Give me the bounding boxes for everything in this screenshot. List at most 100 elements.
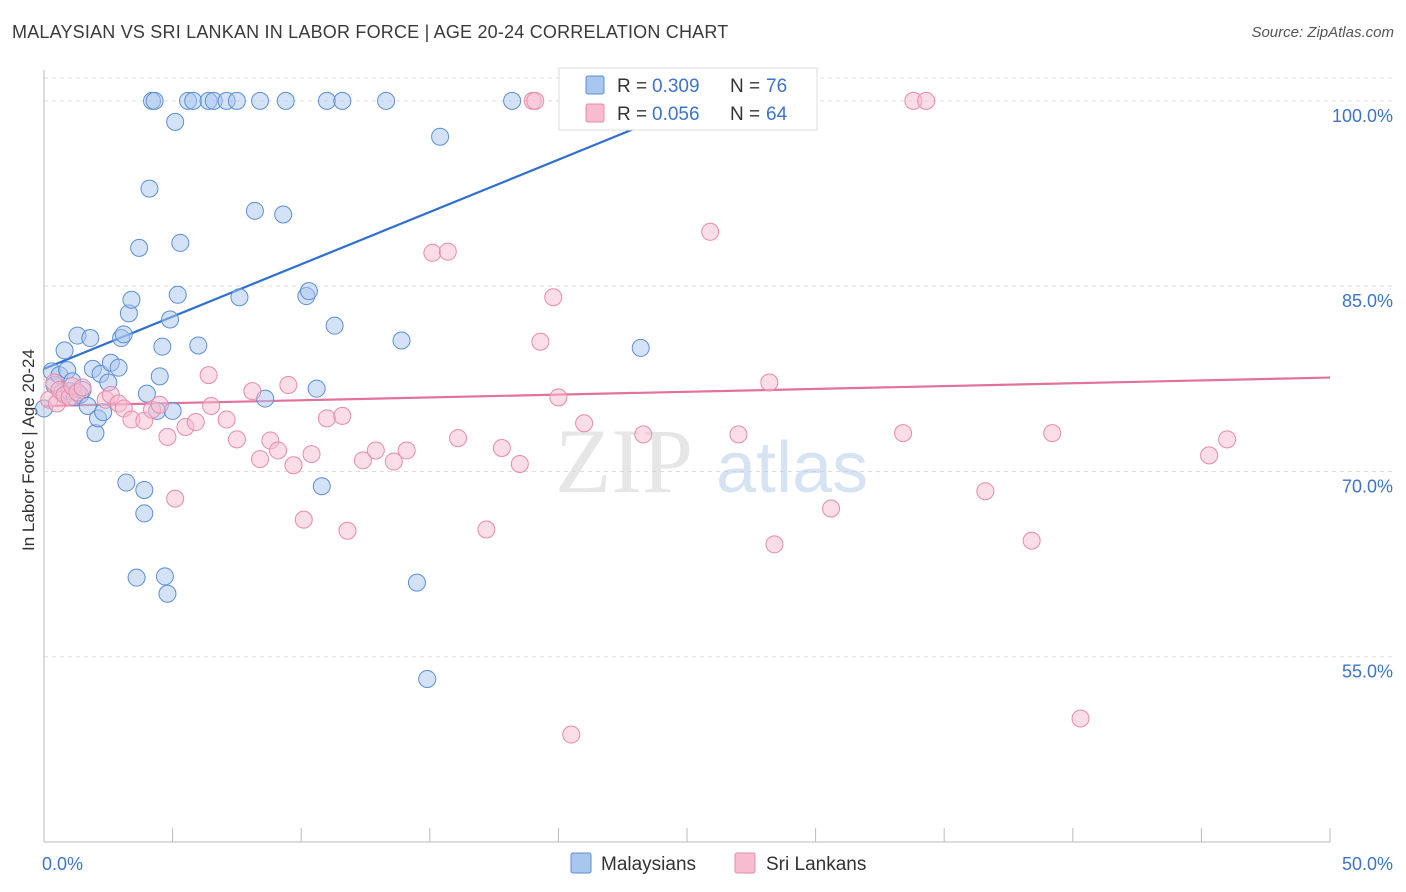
point-srilankans xyxy=(492,438,511,457)
point-malaysians xyxy=(503,91,522,110)
point-srilankans xyxy=(760,373,779,392)
point-srilankans xyxy=(150,395,169,414)
point-srilankans xyxy=(765,535,784,554)
legend-n-label: N = xyxy=(730,104,760,125)
point-srilankans xyxy=(562,725,581,744)
x-tick-label: 50.0% xyxy=(1342,854,1393,874)
point-srilankans xyxy=(384,452,403,471)
y-tick-label: 85.0% xyxy=(1342,291,1393,311)
point-srilankans xyxy=(338,521,357,540)
point-malaysians xyxy=(130,238,149,257)
point-srilankans xyxy=(333,406,352,425)
x-tick-labels: 0.0% 50.0% xyxy=(42,854,1393,874)
point-srilankans xyxy=(510,455,529,474)
point-malaysians xyxy=(122,290,141,309)
point-srilankans xyxy=(1022,531,1041,550)
point-srilankans xyxy=(73,378,92,397)
point-srilankans xyxy=(894,424,913,443)
point-srilankans xyxy=(544,288,563,307)
trend-lines xyxy=(43,101,1331,408)
series-malaysians xyxy=(35,91,686,688)
legend-r-value-malaysians: 0.309 xyxy=(652,76,700,97)
point-malaysians xyxy=(333,91,352,110)
point-srilankans xyxy=(243,382,262,401)
point-srilankans xyxy=(227,430,246,449)
point-malaysians xyxy=(230,288,249,307)
point-malaysians xyxy=(307,379,326,398)
chart-title: MALAYSIAN VS SRI LANKAN IN LABOR FORCE |… xyxy=(12,22,729,42)
point-malaysians xyxy=(168,285,187,304)
point-srilankans xyxy=(1043,424,1062,443)
point-malaysians xyxy=(377,91,396,110)
point-malaysians xyxy=(81,329,100,348)
point-malaysians xyxy=(114,325,133,344)
point-malaysians xyxy=(127,568,146,587)
point-malaysians xyxy=(171,233,190,252)
bottom-legend-swatch-srilankans xyxy=(734,852,756,874)
point-malaysians xyxy=(137,384,156,403)
point-malaysians xyxy=(251,91,270,110)
point-malaysians xyxy=(392,331,411,350)
trend-line-srilankans xyxy=(43,376,1331,408)
point-malaysians xyxy=(317,91,336,110)
point-malaysians xyxy=(166,112,185,131)
point-srilankans xyxy=(202,396,221,415)
point-malaysians xyxy=(274,205,293,224)
point-malaysians xyxy=(155,567,174,586)
point-malaysians xyxy=(153,337,172,356)
point-srilankans xyxy=(575,414,594,433)
trend-line-malaysians xyxy=(43,101,701,370)
point-malaysians xyxy=(150,367,169,386)
point-malaysians xyxy=(189,336,208,355)
point-srilankans xyxy=(158,427,177,446)
point-malaysians xyxy=(418,669,437,688)
point-srilankans xyxy=(397,441,416,460)
y-tick-label: 70.0% xyxy=(1342,476,1393,496)
point-srilankans xyxy=(269,441,288,460)
source-credit: Source: ZipAtlas.com xyxy=(1251,24,1394,41)
point-srilankans xyxy=(634,425,653,444)
point-malaysians xyxy=(86,424,105,443)
legend-n-value-malaysians: 76 xyxy=(766,76,787,97)
watermark: ZIP atlas xyxy=(555,410,868,512)
data-points xyxy=(35,91,1237,744)
point-malaysians xyxy=(78,396,97,415)
point-srilankans xyxy=(423,243,442,262)
point-srilankans xyxy=(917,91,936,110)
y-tick-labels: 55.0% 70.0% 85.0% 100.0% xyxy=(1332,106,1393,682)
point-srilankans xyxy=(976,482,995,501)
point-malaysians xyxy=(276,91,295,110)
point-malaysians xyxy=(55,341,74,360)
point-malaysians xyxy=(158,584,177,603)
point-malaysians xyxy=(431,127,450,146)
point-malaysians xyxy=(161,310,180,329)
point-srilankans xyxy=(1200,446,1219,465)
point-srilankans xyxy=(449,429,468,448)
point-malaysians xyxy=(325,316,344,335)
point-srilankans xyxy=(353,451,372,470)
legend-n-label: N = xyxy=(730,76,760,97)
point-srilankans xyxy=(317,409,336,428)
point-malaysians xyxy=(140,179,159,198)
point-malaysians xyxy=(135,504,154,523)
point-srilankans xyxy=(526,91,545,110)
point-srilankans xyxy=(822,499,841,518)
legend-r-value-srilankans: 0.056 xyxy=(652,104,700,125)
legend-r-label: R = xyxy=(617,76,647,97)
point-srilankans xyxy=(531,332,550,351)
point-srilankans xyxy=(1218,430,1237,449)
point-malaysians xyxy=(245,201,264,220)
point-malaysians xyxy=(145,91,164,110)
bottom-legend-label-srilankans: Sri Lankans xyxy=(766,854,866,875)
point-malaysians xyxy=(117,473,136,492)
point-srilankans xyxy=(251,450,270,469)
point-srilankans xyxy=(729,425,748,444)
y-tick-label: 55.0% xyxy=(1342,662,1393,682)
axes xyxy=(43,70,1331,843)
legend-r-label: R = xyxy=(617,104,647,125)
legend-swatch-srilankans xyxy=(585,103,605,123)
point-srilankans xyxy=(438,242,457,261)
legend-n-value-srilankans: 64 xyxy=(766,104,788,125)
legend-swatch-malaysians xyxy=(585,75,605,95)
gridlines xyxy=(44,77,1392,658)
